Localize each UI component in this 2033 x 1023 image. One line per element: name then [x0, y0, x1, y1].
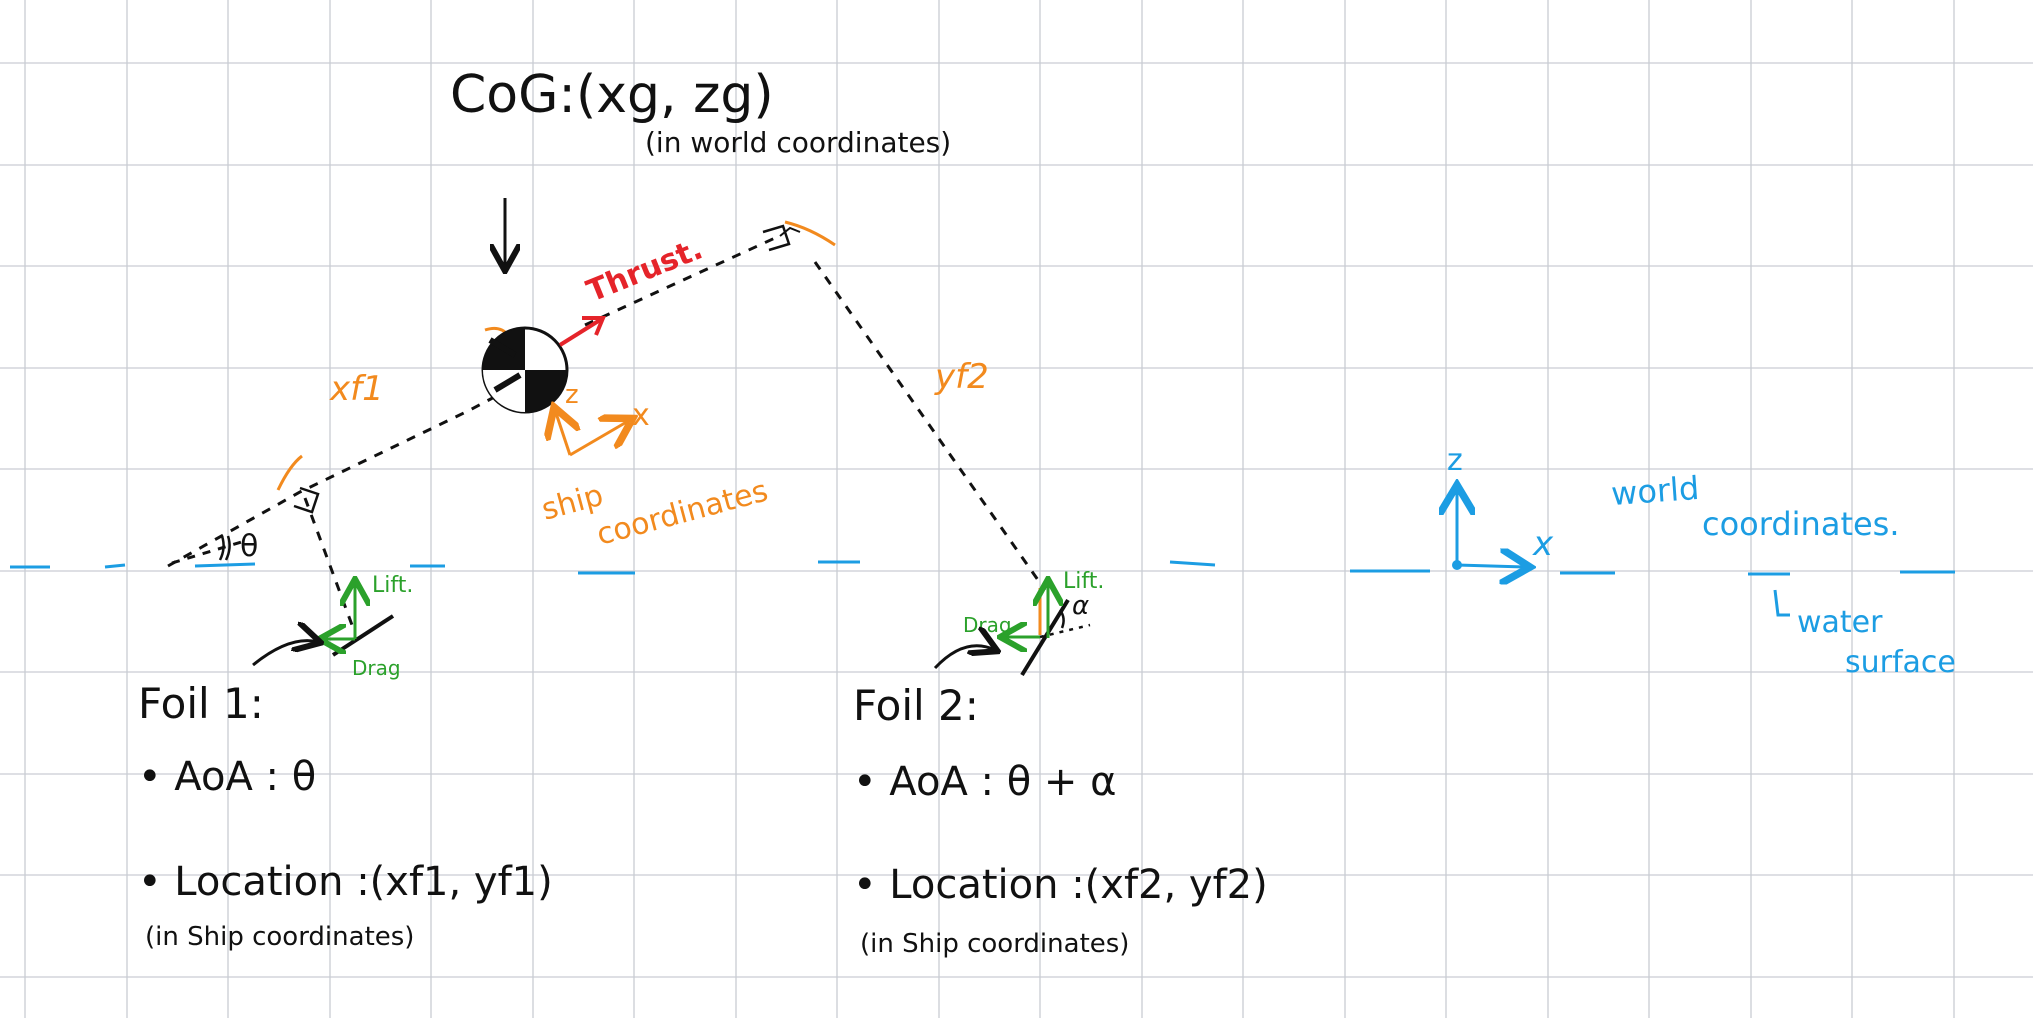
cog-subtitle: (in world coordinates) — [645, 126, 951, 159]
foil2-strut — [813, 261, 1047, 591]
foil2-lift-label: Lift. — [1063, 569, 1104, 594]
ship-z-axis — [555, 410, 570, 456]
cog-symbol — [481, 326, 569, 414]
world-x-axis — [1456, 565, 1527, 567]
water-label-line2: surface — [1845, 645, 1956, 680]
world-z-label: z — [1447, 443, 1463, 478]
foil2-aoa: • AoA : θ + α — [853, 759, 1117, 805]
right-angle-mark-foil1 — [293, 486, 320, 514]
foil2-pointer-arrow — [933, 646, 995, 670]
thrust-arrow — [558, 318, 602, 347]
ship-z-label: z — [565, 380, 579, 410]
alpha-arc — [1058, 609, 1065, 629]
foil2-reference-line — [1039, 623, 1091, 639]
world-x-label: x — [1532, 524, 1554, 564]
xf1-arc — [276, 454, 303, 491]
world-label-line1: world — [1610, 469, 1701, 513]
ship-x-axis — [569, 420, 630, 457]
xf1-label: xf1 — [329, 369, 384, 409]
thrust-arrowhead — [582, 316, 606, 336]
foil1-heading: Foil 1: — [138, 679, 264, 728]
yf2-arc — [784, 220, 836, 247]
foil1-drag-label: Drag — [352, 656, 401, 680]
foil1-lift-label: Lift. — [372, 573, 413, 598]
foil1-pointer-arrow — [252, 641, 318, 667]
foil1-aoa: • AoA : θ — [138, 754, 316, 800]
right-angle-mark-rear — [762, 224, 791, 252]
cog-title: CoG:(xg, zg) — [450, 65, 774, 125]
foil1-hydrofoil — [331, 614, 395, 657]
alpha-label: α — [1072, 591, 1089, 621]
theta-label: θ — [240, 529, 258, 564]
foil1-strut — [303, 497, 354, 626]
foil2-heading: Foil 2: — [853, 681, 979, 730]
ship-x-label: x — [632, 398, 650, 433]
yf2-label: yf2 — [934, 357, 989, 397]
water-surface-pointer — [1773, 589, 1790, 617]
water-surface-line — [10, 560, 1955, 576]
foil2-location-note: (in Ship coordinates) — [860, 929, 1129, 959]
world-label-line2: coordinates. — [1702, 505, 1900, 543]
foil2-drag-label: Drag — [963, 613, 1012, 637]
water-label-line1: water — [1797, 605, 1883, 640]
foil1-location: • Location :(xf1, yf1) — [138, 859, 553, 905]
foil2-location: • Location :(xf2, yf2) — [853, 862, 1268, 908]
right-angle-tick — [779, 226, 801, 237]
theta-arc — [218, 535, 231, 561]
ship-coordinates-line2: coordinates — [593, 473, 772, 552]
world-origin — [1452, 560, 1462, 570]
foil1-location-note: (in Ship coordinates) — [145, 922, 414, 952]
horizontal-reference — [171, 538, 249, 565]
thrust-label: Thrust. — [582, 231, 708, 309]
